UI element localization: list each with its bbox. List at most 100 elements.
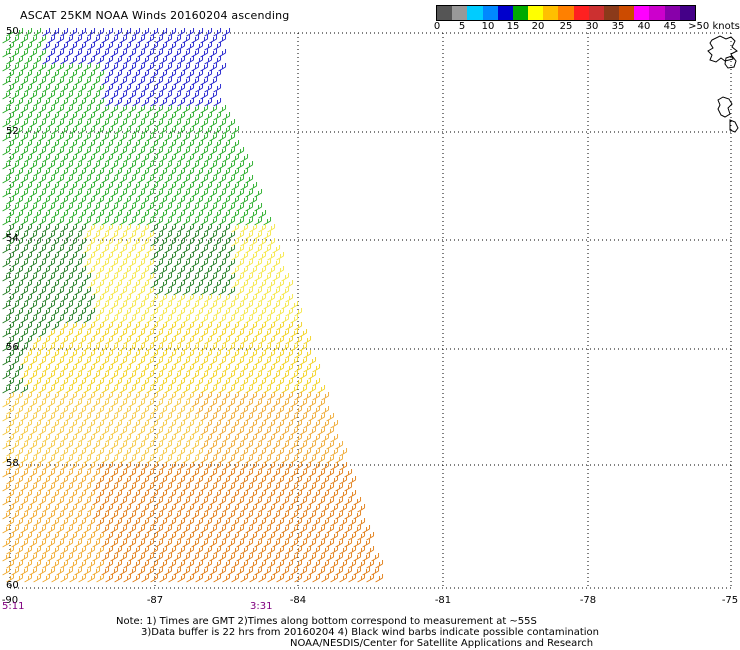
wind-barb [285,420,294,429]
wind-barb [51,266,60,275]
wind-barb [164,385,173,394]
wind-barb [74,35,83,44]
wind-barb [173,91,182,100]
wind-barb [128,161,137,170]
wind-barb [87,70,96,79]
wind-barb [65,119,74,128]
legend-swatch [558,6,574,20]
wind-barb [213,378,222,387]
wind-barb [308,525,317,534]
wind-barb [218,203,227,212]
wind-barb [42,266,51,275]
wind-barb [249,364,258,373]
wind-barb [146,35,155,44]
wind-barb [128,175,137,184]
wind-barb [276,434,285,443]
wind-barb [141,252,150,261]
wind-barb [231,294,240,303]
wind-barb [137,357,146,366]
wind-barb [51,196,60,205]
wind-barb [47,413,56,422]
wind-barb [6,42,15,51]
wind-barb [236,399,245,408]
wind-barb [123,28,132,37]
wind-barb [290,469,299,478]
wind-barb [182,511,191,520]
wind-barb [267,322,276,331]
wind-barb [83,511,92,520]
wind-barb [60,476,69,485]
wind-barb [60,112,69,121]
wind-barb [56,511,65,520]
wind-barb [87,308,96,317]
wind-barb [168,336,177,345]
wind-barb [47,231,56,240]
wind-barb [33,490,42,499]
wind-barb [186,532,195,541]
wind-barb [150,392,159,401]
wind-barb [6,504,15,513]
wind-barb [177,406,186,415]
wind-barb [177,210,186,219]
wind-barb [159,546,168,555]
wind-barb [78,322,87,331]
wind-barb [33,406,42,415]
wind-barb [317,553,326,562]
wind-barb [132,364,141,373]
wind-barb [191,91,200,100]
wind-barb [159,252,168,261]
wind-barb [119,203,128,212]
wind-barb [195,154,204,163]
wind-barb [96,350,105,359]
wind-barb [123,210,132,219]
wind-barb [159,434,168,443]
wind-barb [15,336,24,345]
wind-barb [168,238,177,247]
wind-barb [227,119,236,128]
wind-barb [42,294,51,303]
wind-barb [56,245,65,254]
wind-barb [218,483,227,492]
wind-barb [173,553,182,562]
wind-barb [123,336,132,345]
wind-barb [29,175,38,184]
wind-barb [276,546,285,555]
wind-barb [128,231,137,240]
wind-barb [321,532,330,541]
wind-barb [249,308,258,317]
wind-barb [60,196,69,205]
wind-barb [245,315,254,324]
wind-barb [33,70,42,79]
wind-barb [209,343,218,352]
wind-barb [51,182,60,191]
wind-barb [249,280,258,289]
wind-barb [200,441,209,450]
wind-barb [96,448,105,457]
wind-barb [78,56,87,65]
wind-barb [6,126,15,135]
wind-barb [87,476,96,485]
wind-barb [110,105,119,114]
wind-barb [38,119,47,128]
wind-barb [308,413,317,422]
wind-barb [2,469,11,478]
wind-barb [168,280,177,289]
wind-barb [195,420,204,429]
wind-barb [60,126,69,135]
wind-barb [326,511,335,520]
wind-barb [146,175,155,184]
wind-barb [150,280,159,289]
wind-barb [20,455,29,464]
wind-barb [159,28,168,37]
wind-barb [272,497,281,506]
wind-barb [119,567,128,576]
wind-barb [218,105,227,114]
wind-barb [213,546,222,555]
wind-barb [15,182,24,191]
wind-barb [24,406,33,415]
wind-barb [60,182,69,191]
wind-barb [78,420,87,429]
wind-barb [47,147,56,156]
wind-barb [119,385,128,394]
wind-barb [123,56,132,65]
